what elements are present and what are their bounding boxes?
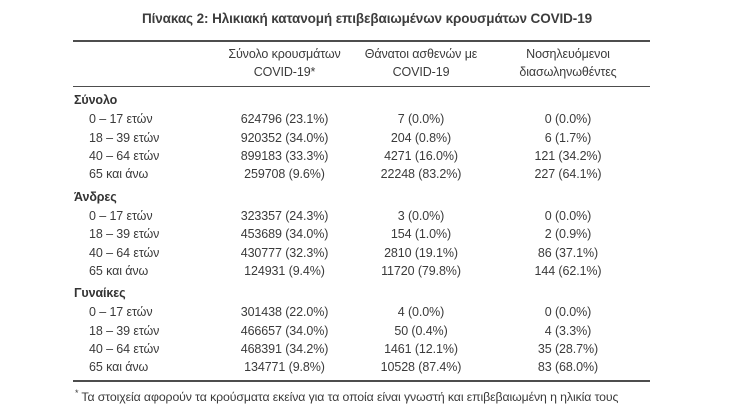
section-men-label: Άνδρες <box>74 189 117 204</box>
age-group-label: 18 – 39 ετών <box>89 323 160 338</box>
cases-value: 301438 (22.0%) <box>240 305 329 320</box>
table-title: Πίνακας 2: Ηλικιακή κατανομή επιβεβαιωμέ… <box>141 11 593 26</box>
age-group-label: 65 και άνω <box>89 263 149 278</box>
header-intubated-line1: Νοσηλευόμενοι <box>526 47 610 61</box>
intubated-value: 0 (0.0%) <box>544 208 592 223</box>
header-total-cases-line2: COVID-19* <box>253 64 316 79</box>
cases-value: 430777 (32.3%) <box>240 245 329 260</box>
table-footnote: * Τα στοιχεία αφορούν τα κρούσματα εκείνα… <box>75 388 734 404</box>
intubated-value: 83 (68.0%) <box>537 360 599 375</box>
age-group-label: 40 – 64 ετών <box>89 148 160 163</box>
deaths-value: 1461 (12.1%) <box>384 342 458 357</box>
intubated-value: 121 (34.2%) <box>534 148 602 163</box>
header-intubated: Νοσηλευόμενοι διασωληνωθέντες <box>486 46 650 81</box>
table-row: 18 – 39 ετών 920352 (34.0%) 204 (0.8%) 6… <box>73 128 650 146</box>
footnote-text: Τα στοιχεία αφορούν τα κρούσματα εκείνα … <box>81 389 619 404</box>
intubated-value: 0 (0.0%) <box>544 305 592 320</box>
deaths-value: 154 (1.0%) <box>390 227 452 242</box>
section-women: Γυναίκες <box>73 280 650 303</box>
header-intubated-line2: διασωληνωθέντες <box>519 64 617 79</box>
table-row: 65 και άνω 124931 (9.4%) 11720 (79.8%) 1… <box>73 262 650 280</box>
table-header-row: Σύνολο κρουσμάτων COVID-19* Θάνατοι ασθεν… <box>73 40 650 87</box>
table-row: 0 – 17 ετών 323357 (24.3%) 3 (0.0%) 0 (0… <box>73 207 650 225</box>
deaths-value: 10528 (87.4%) <box>380 360 462 375</box>
cases-value: 899183 (33.3%) <box>240 148 329 163</box>
age-group-label: 0 – 17 ετών <box>89 112 153 127</box>
deaths-value: 2810 (19.1%) <box>384 245 458 260</box>
age-group-label: 18 – 39 ετών <box>89 227 160 242</box>
table-body: Σύνολο 0 – 17 ετών 624796 (23.1%) 7 (0.0… <box>73 87 650 382</box>
deaths-value: 7 (0.0%) <box>397 112 445 127</box>
table-row: 65 και άνω 259708 (9.6%) 22248 (83.2%) 2… <box>73 165 650 183</box>
deaths-value: 22248 (83.2%) <box>380 167 462 182</box>
age-group-label: 40 – 64 ετών <box>89 342 160 357</box>
deaths-value: 4 (0.0%) <box>397 305 445 320</box>
table-row: 0 – 17 ετών 624796 (23.1%) 7 (0.0%) 0 (0… <box>73 110 650 128</box>
header-total-cases-line1: Σύνολο κρουσμάτων <box>228 47 341 61</box>
age-group-label: 0 – 17 ετών <box>89 208 153 223</box>
age-group-label: 65 και άνω <box>89 167 149 182</box>
header-deaths-line1: Θάνατοι ασθενών με <box>364 47 478 61</box>
section-men: Άνδρες <box>73 184 650 207</box>
deaths-value: 3 (0.0%) <box>397 208 445 223</box>
footnote-asterisk: * <box>75 387 79 398</box>
cases-value: 259708 (9.6%) <box>244 167 325 182</box>
table-row: 18 – 39 ετών 453689 (34.0%) 154 (1.0%) 2… <box>73 225 650 243</box>
intubated-value: 227 (64.1%) <box>534 167 602 182</box>
intubated-value: 35 (28.7%) <box>537 342 599 357</box>
table-row: 65 και άνω 134771 (9.8%) 10528 (87.4%) 8… <box>73 358 650 376</box>
intubated-value: 4 (3.3%) <box>544 323 592 338</box>
section-women-label: Γυναίκες <box>74 286 126 301</box>
section-total: Σύνολο <box>73 87 650 110</box>
section-total-label: Σύνολο <box>74 93 118 107</box>
cases-value: 920352 (34.0%) <box>240 130 329 145</box>
deaths-value: 4271 (16.0%) <box>384 148 458 163</box>
header-deaths-line2: COVID-19 <box>392 64 450 79</box>
covid-age-table: Σύνολο κρουσμάτων COVID-19* Θάνατοι ασθεν… <box>73 40 650 382</box>
intubated-value: 86 (37.1%) <box>537 245 599 260</box>
intubated-value: 144 (62.1%) <box>534 263 602 278</box>
cases-value: 468391 (34.2%) <box>240 342 329 357</box>
table-row: 0 – 17 ετών 301438 (22.0%) 4 (0.0%) 0 (0… <box>73 303 650 321</box>
cases-value: 134771 (9.8%) <box>244 360 325 375</box>
age-group-label: 18 – 39 ετών <box>89 130 160 145</box>
table-row: 40 – 64 ετών 468391 (34.2%) 1461 (12.1%)… <box>73 340 650 358</box>
cases-value: 466657 (34.0%) <box>240 323 329 338</box>
age-group-label: 40 – 64 ετών <box>89 245 160 260</box>
deaths-value: 204 (0.8%) <box>390 130 452 145</box>
table-row: 40 – 64 ετών 899183 (33.3%) 4271 (16.0%)… <box>73 147 650 165</box>
table-row: 40 – 64 ετών 430777 (32.3%) 2810 (19.1%)… <box>73 243 650 261</box>
age-group-label: 0 – 17 ετών <box>89 305 153 320</box>
cases-value: 624796 (23.1%) <box>240 112 329 127</box>
cases-value: 124931 (9.4%) <box>244 263 325 278</box>
intubated-value: 0 (0.0%) <box>544 112 592 127</box>
table-row: 18 – 39 ετών 466657 (34.0%) 50 (0.4%) 4 … <box>73 322 650 340</box>
cases-value: 453689 (34.0%) <box>240 227 329 242</box>
intubated-value: 6 (1.7%) <box>544 130 592 145</box>
intubated-value: 2 (0.9%) <box>544 227 592 242</box>
cases-value: 323357 (24.3%) <box>240 208 329 223</box>
header-deaths: Θάνατοι ασθενών με COVID-19 <box>356 46 486 81</box>
header-total-cases: Σύνολο κρουσμάτων COVID-19* <box>213 46 356 81</box>
deaths-value: 50 (0.4%) <box>394 323 448 338</box>
age-group-label: 65 και άνω <box>89 360 149 375</box>
deaths-value: 11720 (79.8%) <box>381 263 461 278</box>
